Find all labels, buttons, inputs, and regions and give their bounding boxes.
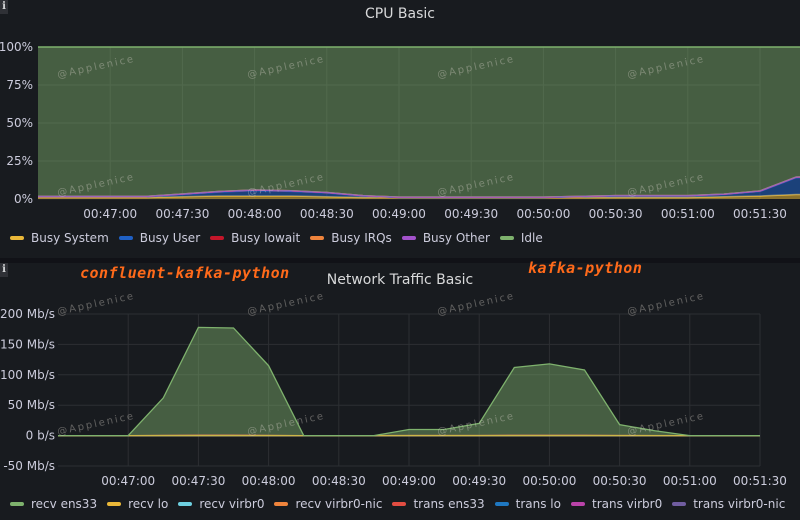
y-tick-label: 100 Mb/s bbox=[0, 368, 55, 382]
legend-swatch bbox=[401, 236, 416, 240]
x-tick-label: 00:47:00 bbox=[101, 474, 155, 488]
y-tick-label: 50 Mb/s bbox=[8, 398, 55, 412]
legend-label: Busy IRQs bbox=[331, 231, 392, 245]
legend-swatch bbox=[10, 236, 24, 240]
legend-label: trans lo bbox=[515, 497, 561, 511]
cpu-legend: Busy System Busy User Busy Iowait Busy IRQs… bbox=[10, 231, 553, 245]
panel-title[interactable]: CPU Basic bbox=[365, 6, 435, 22]
legend-swatch bbox=[499, 236, 514, 240]
legend-label: trans virbr0-nic bbox=[693, 497, 786, 511]
legend-item[interactable]: Busy Iowait bbox=[210, 231, 300, 245]
x-tick-label: 00:50:00 bbox=[522, 474, 576, 488]
x-tick-label: 00:47:00 bbox=[83, 207, 137, 221]
x-tick-label: 00:48:30 bbox=[300, 207, 354, 221]
x-tick-label: 00:51:30 bbox=[733, 474, 787, 488]
network-grid bbox=[58, 313, 761, 467]
area-recv-ens33 bbox=[58, 327, 760, 436]
network-legend: recv ens33 recv lo recv virbr0 recv virbr0-… bbox=[10, 497, 795, 511]
cpu-basic-panel: i CPU Basic 0% 25% 50% 75% 100% 00:47:00 00:47… bbox=[0, 0, 800, 258]
y-tick-label: 0% bbox=[14, 192, 33, 206]
legend-item[interactable]: trans lo bbox=[494, 497, 561, 511]
legend-item[interactable]: Busy IRQs bbox=[310, 231, 392, 245]
legend-swatch bbox=[210, 236, 225, 240]
x-tick-label: 00:48:30 bbox=[312, 474, 366, 488]
x-tick-label: 00:51:00 bbox=[663, 474, 717, 488]
legend-label: Idle bbox=[520, 231, 543, 245]
y-tick-label: 75% bbox=[6, 78, 33, 92]
cpu-chart[interactable]: 0% 25% 50% 75% 100% 00:47:00 00:47:30 00:48:00 0… bbox=[0, 0, 800, 258]
legend-swatch bbox=[392, 502, 407, 506]
y-tick-label: 150 Mb/s bbox=[0, 337, 55, 351]
x-tick-label: 00:50:30 bbox=[593, 474, 647, 488]
y-tick-label: -50 Mb/s bbox=[3, 459, 55, 473]
info-icon[interactable]: i bbox=[0, 263, 8, 277]
x-tick-label: 00:49:30 bbox=[444, 207, 498, 221]
x-tick-label: 00:49:00 bbox=[382, 474, 436, 488]
x-tick-label: 00:48:00 bbox=[228, 207, 282, 221]
legend-item[interactable]: recv virbr0-nic bbox=[274, 497, 382, 511]
legend-item[interactable]: recv virbr0 bbox=[178, 497, 264, 511]
legend-item[interactable]: trans virbr0-nic bbox=[672, 497, 785, 511]
area-busy-user bbox=[38, 177, 800, 198]
line-busy-other bbox=[38, 176, 800, 198]
legend-item[interactable]: Busy System bbox=[10, 231, 109, 245]
x-tick-label: 00:49:00 bbox=[372, 207, 426, 221]
legend-label: recv lo bbox=[128, 497, 169, 511]
legend-swatch bbox=[107, 502, 122, 506]
y-tick-label: 200 Mb/s bbox=[0, 307, 55, 321]
info-icon[interactable]: i bbox=[0, 0, 8, 14]
legend-swatch bbox=[570, 502, 585, 506]
y-tick-label: 100% bbox=[0, 40, 33, 54]
legend-label: Busy User bbox=[139, 231, 201, 245]
annotation-confluent-kafka-python: confluent-kafka-python bbox=[80, 264, 290, 282]
legend-swatch bbox=[494, 502, 509, 506]
legend-swatch bbox=[118, 236, 133, 240]
legend-label: recv ens33 bbox=[31, 497, 98, 511]
legend-label: trans ens33 bbox=[413, 497, 485, 511]
area-idle bbox=[38, 47, 800, 198]
legend-item[interactable]: Idle bbox=[499, 231, 543, 245]
y-tick-label: 25% bbox=[6, 154, 33, 168]
x-tick-label: 00:48:00 bbox=[242, 474, 296, 488]
legend-item[interactable]: Busy Other bbox=[401, 231, 490, 245]
cpu-grid bbox=[38, 46, 761, 200]
legend-item[interactable]: recv lo bbox=[107, 497, 168, 511]
x-tick-label: 00:50:00 bbox=[516, 207, 570, 221]
legend-swatch bbox=[178, 502, 193, 506]
legend-item[interactable]: recv ens33 bbox=[10, 497, 97, 511]
network-traffic-panel: i Network Traffic Basic -50 Mb/s 0 b/s 50 … bbox=[0, 263, 800, 520]
x-tick-label: 00:47:30 bbox=[155, 207, 209, 221]
x-tick-label: 00:51:30 bbox=[733, 207, 787, 221]
legend-item[interactable]: trans ens33 bbox=[392, 497, 485, 511]
legend-swatch bbox=[310, 236, 325, 240]
legend-label: recv virbr0-nic bbox=[295, 497, 383, 511]
legend-item[interactable]: trans virbr0 bbox=[570, 497, 663, 511]
legend-label: Busy System bbox=[31, 231, 109, 245]
legend-label: Busy Iowait bbox=[231, 231, 301, 245]
watermark: @Applenice bbox=[56, 411, 136, 438]
legend-label: trans virbr0 bbox=[591, 497, 663, 511]
legend-swatch bbox=[10, 502, 24, 506]
line-recv-ens33 bbox=[58, 326, 760, 437]
legend-swatch bbox=[274, 502, 289, 506]
panel-title[interactable]: Network Traffic Basic bbox=[326, 272, 474, 288]
x-tick-label: 00:51:00 bbox=[661, 207, 715, 221]
x-tick-label: 00:49:30 bbox=[452, 474, 506, 488]
annotation-kafka-python: kafka-python bbox=[528, 259, 643, 277]
x-tick-label: 00:47:30 bbox=[171, 474, 225, 488]
y-tick-label: 50% bbox=[6, 116, 33, 130]
legend-item[interactable]: Busy User bbox=[118, 231, 201, 245]
x-tick-label: 00:50:30 bbox=[589, 207, 643, 221]
legend-swatch bbox=[672, 502, 687, 506]
legend-label: Busy Other bbox=[422, 231, 490, 245]
network-chart[interactable]: -50 Mb/s 0 b/s 50 Mb/s 100 Mb/s 150 Mb/s 200 … bbox=[0, 263, 800, 520]
y-tick-label: 0 b/s bbox=[26, 429, 55, 443]
legend-label: recv virbr0 bbox=[199, 497, 265, 511]
